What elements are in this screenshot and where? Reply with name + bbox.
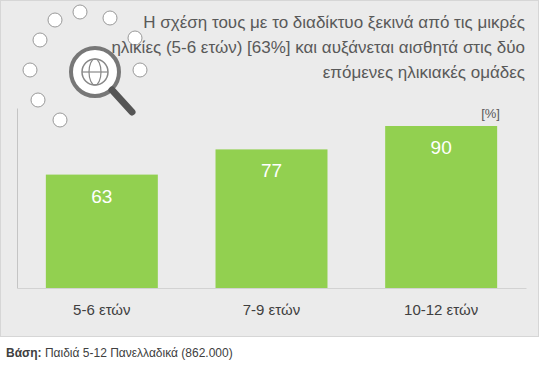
icon-bubble (133, 63, 147, 77)
x-tick-label: 7-9 ετών (243, 301, 300, 318)
bar (216, 149, 328, 288)
chart-title-line: Η σχέση τους με το διαδίκτυο ξεκινά από … (143, 13, 525, 32)
y-axis (17, 109, 18, 289)
decorative-icon (23, 5, 147, 127)
icon-bubble (48, 13, 62, 27)
x-tick: 5-6 ετών (73, 288, 130, 318)
icon-bubble (103, 11, 117, 25)
chart-title: Η σχέση τους με το διαδίκτυο ξεκινά από … (111, 13, 525, 82)
x-tick-label: 10-12 ετών (404, 301, 478, 318)
data-labels: 63 77 90 (91, 137, 451, 207)
icon-bubble (33, 33, 47, 47)
data-label: 63 (91, 186, 112, 207)
icon-globe (82, 59, 108, 85)
bar (385, 126, 497, 288)
y-axis-label: [%] (481, 106, 500, 121)
x-tick: 7-9 ετών (243, 288, 300, 318)
panel-background (1, 1, 539, 337)
bars (46, 126, 497, 288)
chart-title-line: ηλικίες (5-6 ετών) [63%] και αυξάνεται α… (111, 38, 525, 57)
x-axis-line (18, 288, 527, 289)
x-axis: 5-6 ετών 7-9 ετών 10-12 ετών (18, 288, 527, 318)
footnote-body: Παιδιά 5-12 Πανελλαδικά (862.000) (42, 346, 233, 360)
icon-bubble (73, 5, 87, 19)
icon-bubble (53, 113, 67, 127)
chart-title-line: επόμενες ηλικιακές ομάδες (323, 63, 525, 82)
icon-globe-equator (82, 71, 108, 72)
footnote: Βάση: Παιδιά 5-12 Πανελλαδικά (862.000) (6, 346, 233, 360)
footnote-lead: Βάση: (6, 346, 42, 360)
x-tick-label: 5-6 ετών (73, 301, 130, 318)
data-label: 77 (261, 160, 282, 181)
bar (46, 175, 158, 288)
icon-bubble (31, 93, 45, 107)
y-axis-line (17, 109, 18, 289)
x-tick: 10-12 ετών (404, 288, 478, 318)
data-label: 90 (431, 137, 452, 158)
icon-handle (112, 90, 132, 112)
icon-bubble (23, 63, 37, 77)
